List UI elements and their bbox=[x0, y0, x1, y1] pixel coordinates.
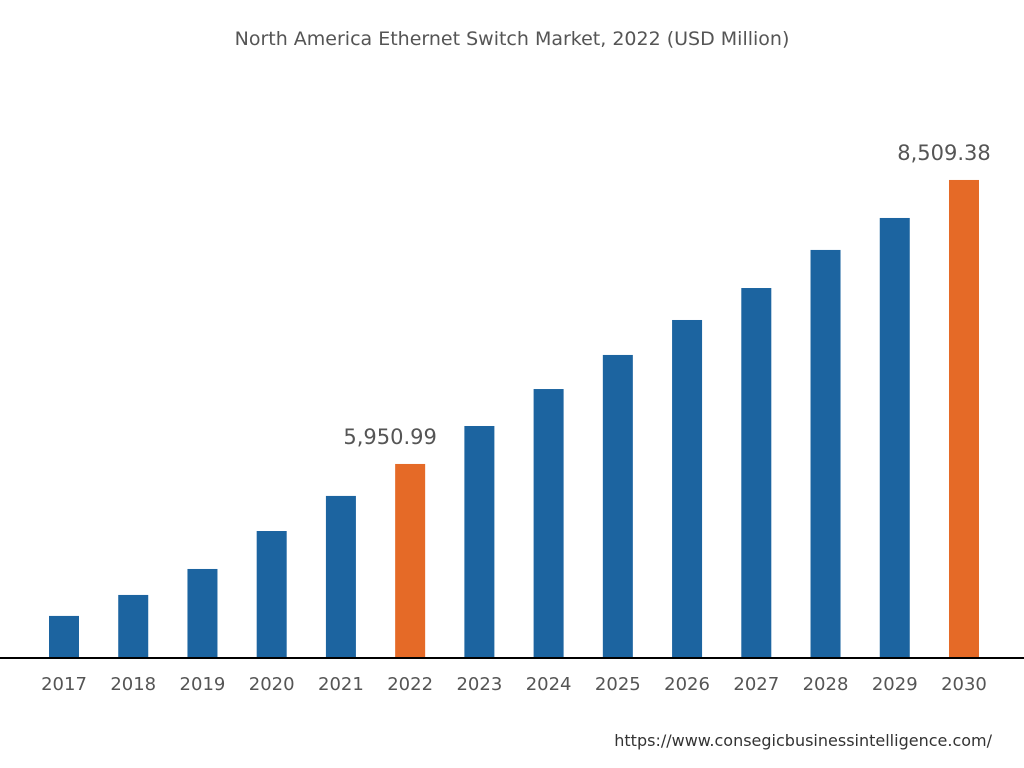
data-label-2030: 8,509.38 bbox=[897, 141, 991, 165]
bar-2022 bbox=[395, 463, 426, 657]
bar-2027 bbox=[741, 288, 772, 657]
bar-2017 bbox=[49, 615, 79, 657]
bar-2024 bbox=[533, 389, 564, 657]
x-tick-label: 2019 bbox=[180, 674, 226, 695]
bar-2026 bbox=[672, 319, 703, 657]
x-tick-label: 2025 bbox=[595, 674, 641, 695]
x-tick-label: 2021 bbox=[318, 674, 364, 695]
x-tick-label: 2024 bbox=[526, 674, 572, 695]
bar-2028 bbox=[810, 249, 841, 658]
bar-2025 bbox=[602, 354, 633, 657]
x-tick-label: 2030 bbox=[941, 674, 987, 695]
bar-2020 bbox=[256, 531, 287, 657]
x-tick-label: 2017 bbox=[41, 674, 87, 695]
source-url[interactable]: https://www.consegicbusinessintelligence… bbox=[614, 731, 992, 750]
chart-title: North America Ethernet Switch Market, 20… bbox=[234, 28, 790, 50]
bar-2021 bbox=[325, 495, 356, 657]
bar-2029 bbox=[879, 217, 910, 657]
x-tick-label: 2023 bbox=[456, 674, 502, 695]
x-tick-label: 2020 bbox=[249, 674, 295, 695]
data-label-2022: 5,950.99 bbox=[343, 425, 437, 449]
bar-2019 bbox=[187, 568, 218, 657]
bar-2018 bbox=[118, 594, 149, 657]
bar-2023 bbox=[464, 425, 495, 657]
bar-2030 bbox=[948, 179, 979, 657]
x-tick-label: 2022 bbox=[387, 674, 433, 695]
x-tick-label: 2026 bbox=[664, 674, 710, 695]
x-tick-label: 2018 bbox=[110, 674, 156, 695]
x-tick-label: 2029 bbox=[872, 674, 918, 695]
x-tick-label: 2027 bbox=[733, 674, 779, 695]
x-tick-label: 2028 bbox=[803, 674, 849, 695]
